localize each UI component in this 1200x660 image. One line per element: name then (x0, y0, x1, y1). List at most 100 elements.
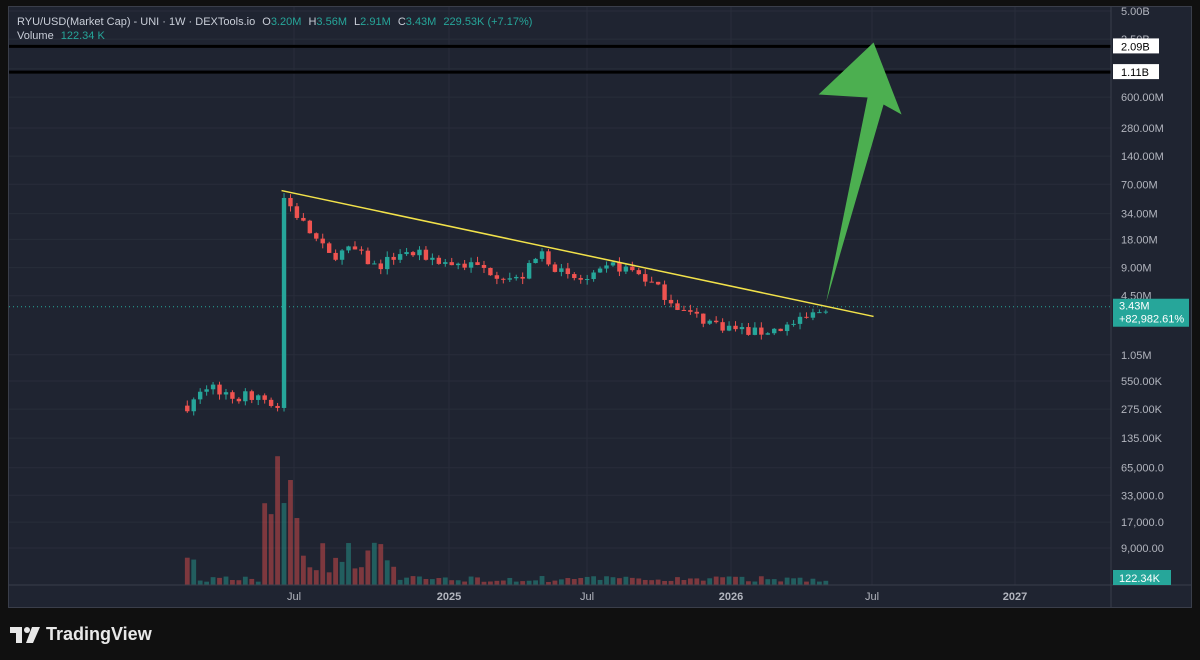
candle-body (230, 392, 235, 399)
volume-bar (584, 576, 590, 585)
volume-bar (391, 566, 397, 585)
volume-label: Volume (17, 30, 54, 42)
volume-bar (307, 567, 313, 585)
trendline (281, 189, 874, 318)
candle-body (475, 262, 480, 265)
close-label: C (397, 16, 406, 28)
candle-body (778, 328, 783, 332)
volume-bar (236, 580, 242, 585)
candle-body (643, 274, 648, 282)
volume-bar (507, 577, 513, 585)
candle-body (610, 262, 616, 266)
volume-bar (675, 577, 680, 585)
price-tick: 33,000.0 (1121, 490, 1164, 502)
candle-body (468, 262, 474, 268)
candle-body (668, 299, 674, 304)
volume-bar (649, 580, 655, 585)
volume-bar (275, 456, 280, 585)
volume-bar (810, 578, 816, 585)
volume-bar (371, 542, 377, 585)
volume-bar (642, 579, 648, 585)
volume-bar (475, 577, 480, 585)
candle-body (623, 266, 629, 272)
chart-plot[interactable]: 5.00B2.50B1.20B600.00M280.00M140.00M70.0… (9, 7, 1191, 607)
candle-body (533, 258, 538, 264)
price-tick: 34.00M (1121, 209, 1158, 221)
candle-body (636, 270, 641, 275)
candle-body (739, 327, 745, 330)
volume-bar (662, 580, 667, 585)
candle-body (275, 405, 280, 408)
candle-body (397, 254, 403, 260)
volume-bar (617, 578, 622, 585)
candle-body (352, 246, 358, 250)
volume-bar (468, 576, 474, 585)
candle-body (378, 263, 383, 270)
candle-body (326, 243, 332, 253)
volume-bar (223, 576, 229, 585)
volume-bar (230, 580, 235, 585)
volume-bar (249, 578, 255, 585)
volume-bar (791, 578, 796, 585)
price-axis: 5.00B2.50B1.20B600.00M280.00M140.00M70.0… (1121, 7, 1164, 555)
volume-bar (610, 577, 616, 585)
volume-bar (726, 576, 732, 585)
volume-bar (262, 503, 268, 585)
volume-bar (300, 555, 306, 585)
candle-body (713, 320, 719, 323)
volume-bar (746, 581, 751, 585)
price-badge-bg (1113, 64, 1159, 80)
price-tick: 600.00M (1121, 92, 1164, 104)
volume-bar (784, 577, 790, 585)
volume-bar (604, 576, 609, 585)
price-tick: 18.00M (1121, 234, 1158, 246)
candle-body (733, 325, 738, 330)
candle-body (443, 262, 448, 264)
candle-body (320, 238, 325, 244)
candle-body (784, 324, 790, 332)
price-badge-text: 1.11B (1121, 67, 1149, 79)
candle-body (514, 276, 519, 279)
candle-body (539, 251, 545, 259)
candle-body (726, 325, 732, 331)
volume-bar (500, 580, 506, 585)
volume-bar (294, 518, 300, 585)
price-tick: 275.00K (1121, 404, 1163, 416)
chart-frame[interactable]: 5.00B2.50B1.20B600.00M280.00M140.00M70.0… (8, 6, 1192, 608)
candle-body (430, 257, 435, 260)
candle-body (688, 310, 693, 312)
volume-bar (326, 572, 332, 585)
volume-bar (494, 580, 500, 585)
candle-body (520, 276, 525, 279)
volume-bar (823, 580, 829, 585)
candle-body (191, 399, 196, 412)
volume-bar (359, 567, 364, 585)
candle-body (681, 309, 687, 311)
current-price-badge (1113, 298, 1189, 327)
price-tick: 65,000.0 (1121, 463, 1164, 475)
volume-bar (449, 580, 455, 585)
volume-bar (758, 576, 764, 585)
candle-body (591, 272, 596, 280)
volume-bar (533, 580, 538, 585)
candle-body (307, 220, 313, 234)
current-change-text: +82,982.61% (1119, 314, 1184, 326)
candle-body (565, 268, 571, 275)
open-value: 3.20M (270, 16, 302, 28)
candle-body (772, 328, 777, 334)
candle-body (526, 263, 532, 279)
candle-body (281, 197, 287, 408)
candle-body (223, 392, 229, 395)
candle-body (268, 399, 274, 406)
volume-bar (268, 514, 274, 585)
volume-bar (313, 570, 319, 585)
candle-body (507, 278, 512, 280)
candle-body (301, 217, 306, 221)
candle-body (662, 284, 667, 300)
volume-badge-text: 122.34K (1119, 573, 1161, 585)
volume-bar (539, 576, 545, 585)
candle-body (217, 384, 222, 395)
volume-bar (804, 581, 809, 585)
volume-bar (681, 580, 687, 585)
tradingview-logo[interactable]: TradingView (10, 624, 152, 645)
